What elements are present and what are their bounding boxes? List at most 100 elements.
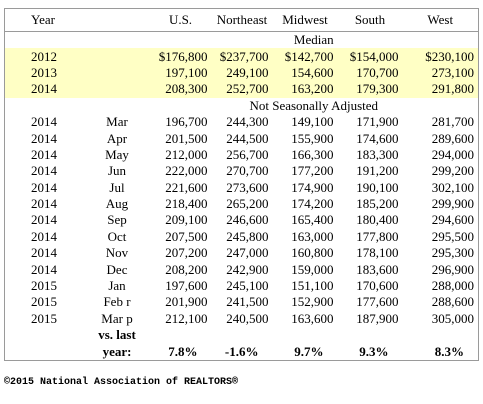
cell: Northeast (211, 8, 273, 32)
table-row: 2015 Feb r 201,900 241,500 152,900 177,600 288… (5, 294, 479, 310)
cell: 273,100 (402, 64, 479, 82)
cell: Year (4, 8, 85, 32)
cell: $142,700 (272, 48, 338, 65)
table-row: 2014 Sep 209,100 246,600 165,400 180,400 294,6… (5, 212, 479, 228)
cell: Midwest (272, 8, 338, 32)
cell: 2014 (31, 261, 57, 277)
table-row: Year U.S. Northeast Midwest South West (4, 8, 479, 32)
cell: Median (293, 32, 334, 48)
cell: 256,700 (226, 146, 269, 162)
cell: 177,200 (291, 163, 334, 179)
cell: $154,000 (337, 48, 403, 65)
table-row: 2015 Mar p 212,100 240,500 163,600 187,900 305… (5, 311, 479, 327)
cell: $176,800 (149, 48, 212, 65)
table-row: 2014 Aug 218,400 265,200 174,200 185,200 299,9… (5, 196, 479, 212)
cell: 241,500 (226, 294, 269, 310)
cell: -1.6% (224, 343, 259, 359)
cell: 149,100 (291, 114, 334, 130)
cell: 2014 (31, 245, 57, 261)
table-row: 2013 197,100 249,100 154,600 170,700 273,100 (4, 64, 479, 82)
cell: 207,500 (165, 228, 208, 244)
cell: 240,500 (226, 310, 269, 326)
cell: 177,800 (356, 228, 399, 244)
cell: 180,400 (356, 212, 399, 228)
table-row: 2014 Mar 196,700 244,300 149,100 171,900 281,7… (5, 114, 479, 130)
cell: 2014 (31, 114, 57, 130)
cell: 208,300 (149, 81, 212, 98)
table-row: 2014 Dec 208,200 242,900 159,000 183,600 296,9… (5, 261, 479, 277)
cell: May (105, 146, 129, 162)
cell: 209,100 (165, 212, 208, 228)
cell: 242,900 (226, 261, 269, 277)
cell: 197,100 (149, 64, 212, 82)
cell: 2014 (31, 163, 57, 179)
cell: 208,200 (165, 261, 208, 277)
cell: 296,900 (431, 261, 474, 277)
cell: Not Seasonally Adjusted (249, 97, 379, 113)
cell: 163,000 (291, 228, 334, 244)
cell: 178,100 (356, 245, 399, 261)
empty-cell (84, 48, 150, 65)
cell: 218,400 (165, 196, 208, 212)
table-row: 2014 Nov 207,200 247,000 160,800 178,100 295,3… (5, 245, 479, 261)
cell: 2015 (31, 278, 57, 294)
cell: 2014 (31, 146, 57, 162)
empty-cell (150, 327, 479, 343)
cell: 7.8% (168, 343, 198, 359)
cell: 179,300 (337, 81, 403, 98)
cell: 152,900 (291, 294, 334, 310)
cell: 2014 (31, 130, 57, 146)
empty-cell (5, 327, 85, 343)
cell: 245,100 (226, 278, 269, 294)
cell: 2014 (31, 228, 57, 244)
cell: 201,900 (165, 294, 208, 310)
cell: Mar p (101, 310, 133, 326)
table-row: 2012 $176,800 $237,700 $142,700 $154,000 $230… (4, 48, 479, 65)
cell: Mar (106, 114, 128, 130)
cell: year: (102, 343, 132, 359)
empty-cell (84, 64, 150, 82)
cell: 295,300 (431, 245, 474, 261)
cell: 201,500 (165, 130, 208, 146)
cell: 212,100 (165, 310, 208, 326)
cell: 295,500 (431, 228, 474, 244)
cell: 281,700 (431, 114, 474, 130)
cell: 2015 (31, 294, 57, 310)
cell: Apr (106, 130, 128, 146)
cell: 288,000 (431, 278, 474, 294)
cell: 190,100 (356, 179, 399, 195)
empty-cell (5, 98, 150, 114)
footer: ©2015 National Association of REALTORS® (4, 377, 239, 388)
cell: U.S. (149, 8, 212, 32)
table-row: 2015 Jan 197,600 245,100 151,100 170,600 288,0… (5, 278, 479, 294)
table-wrap: Year U.S. Northeast Midwest South West Median 2… (4, 8, 479, 361)
cell: $237,700 (211, 48, 273, 65)
cell: South (337, 8, 403, 32)
cell: 2014 (31, 212, 57, 228)
cell: 165,400 (291, 212, 334, 228)
table-row: 2014 May 212,000 256,700 166,300 183,300 294,0… (5, 147, 479, 163)
cell: 2015 (31, 310, 57, 326)
table-row: 2014 Jul 221,600 273,600 174,900 190,100 302,1… (5, 180, 479, 196)
cell: Jan (108, 278, 126, 294)
cell: 166,300 (291, 146, 334, 162)
table-row: 2014 Apr 201,500 244,500 155,900 174,600 289,6… (5, 130, 479, 146)
cell: 174,200 (291, 196, 334, 212)
cell: 2014 (31, 196, 57, 212)
cell: Nov (105, 245, 129, 261)
cell: 160,800 (291, 245, 334, 261)
cell: 222,000 (165, 163, 208, 179)
price-table: Year U.S. Northeast Midwest South West Median 2… (4, 8, 479, 361)
cell: 299,900 (431, 196, 474, 212)
cell: vs. last (98, 327, 136, 343)
cell: Jul (109, 179, 125, 195)
cell: 163,600 (291, 310, 334, 326)
cell: 244,300 (226, 114, 269, 130)
cell: 154,600 (272, 64, 338, 82)
cell: $230,100 (402, 48, 479, 65)
cell: Feb r (103, 294, 131, 310)
empty-cell (5, 32, 150, 49)
table-row: Median (5, 32, 479, 49)
cell: 2012 (4, 48, 85, 65)
